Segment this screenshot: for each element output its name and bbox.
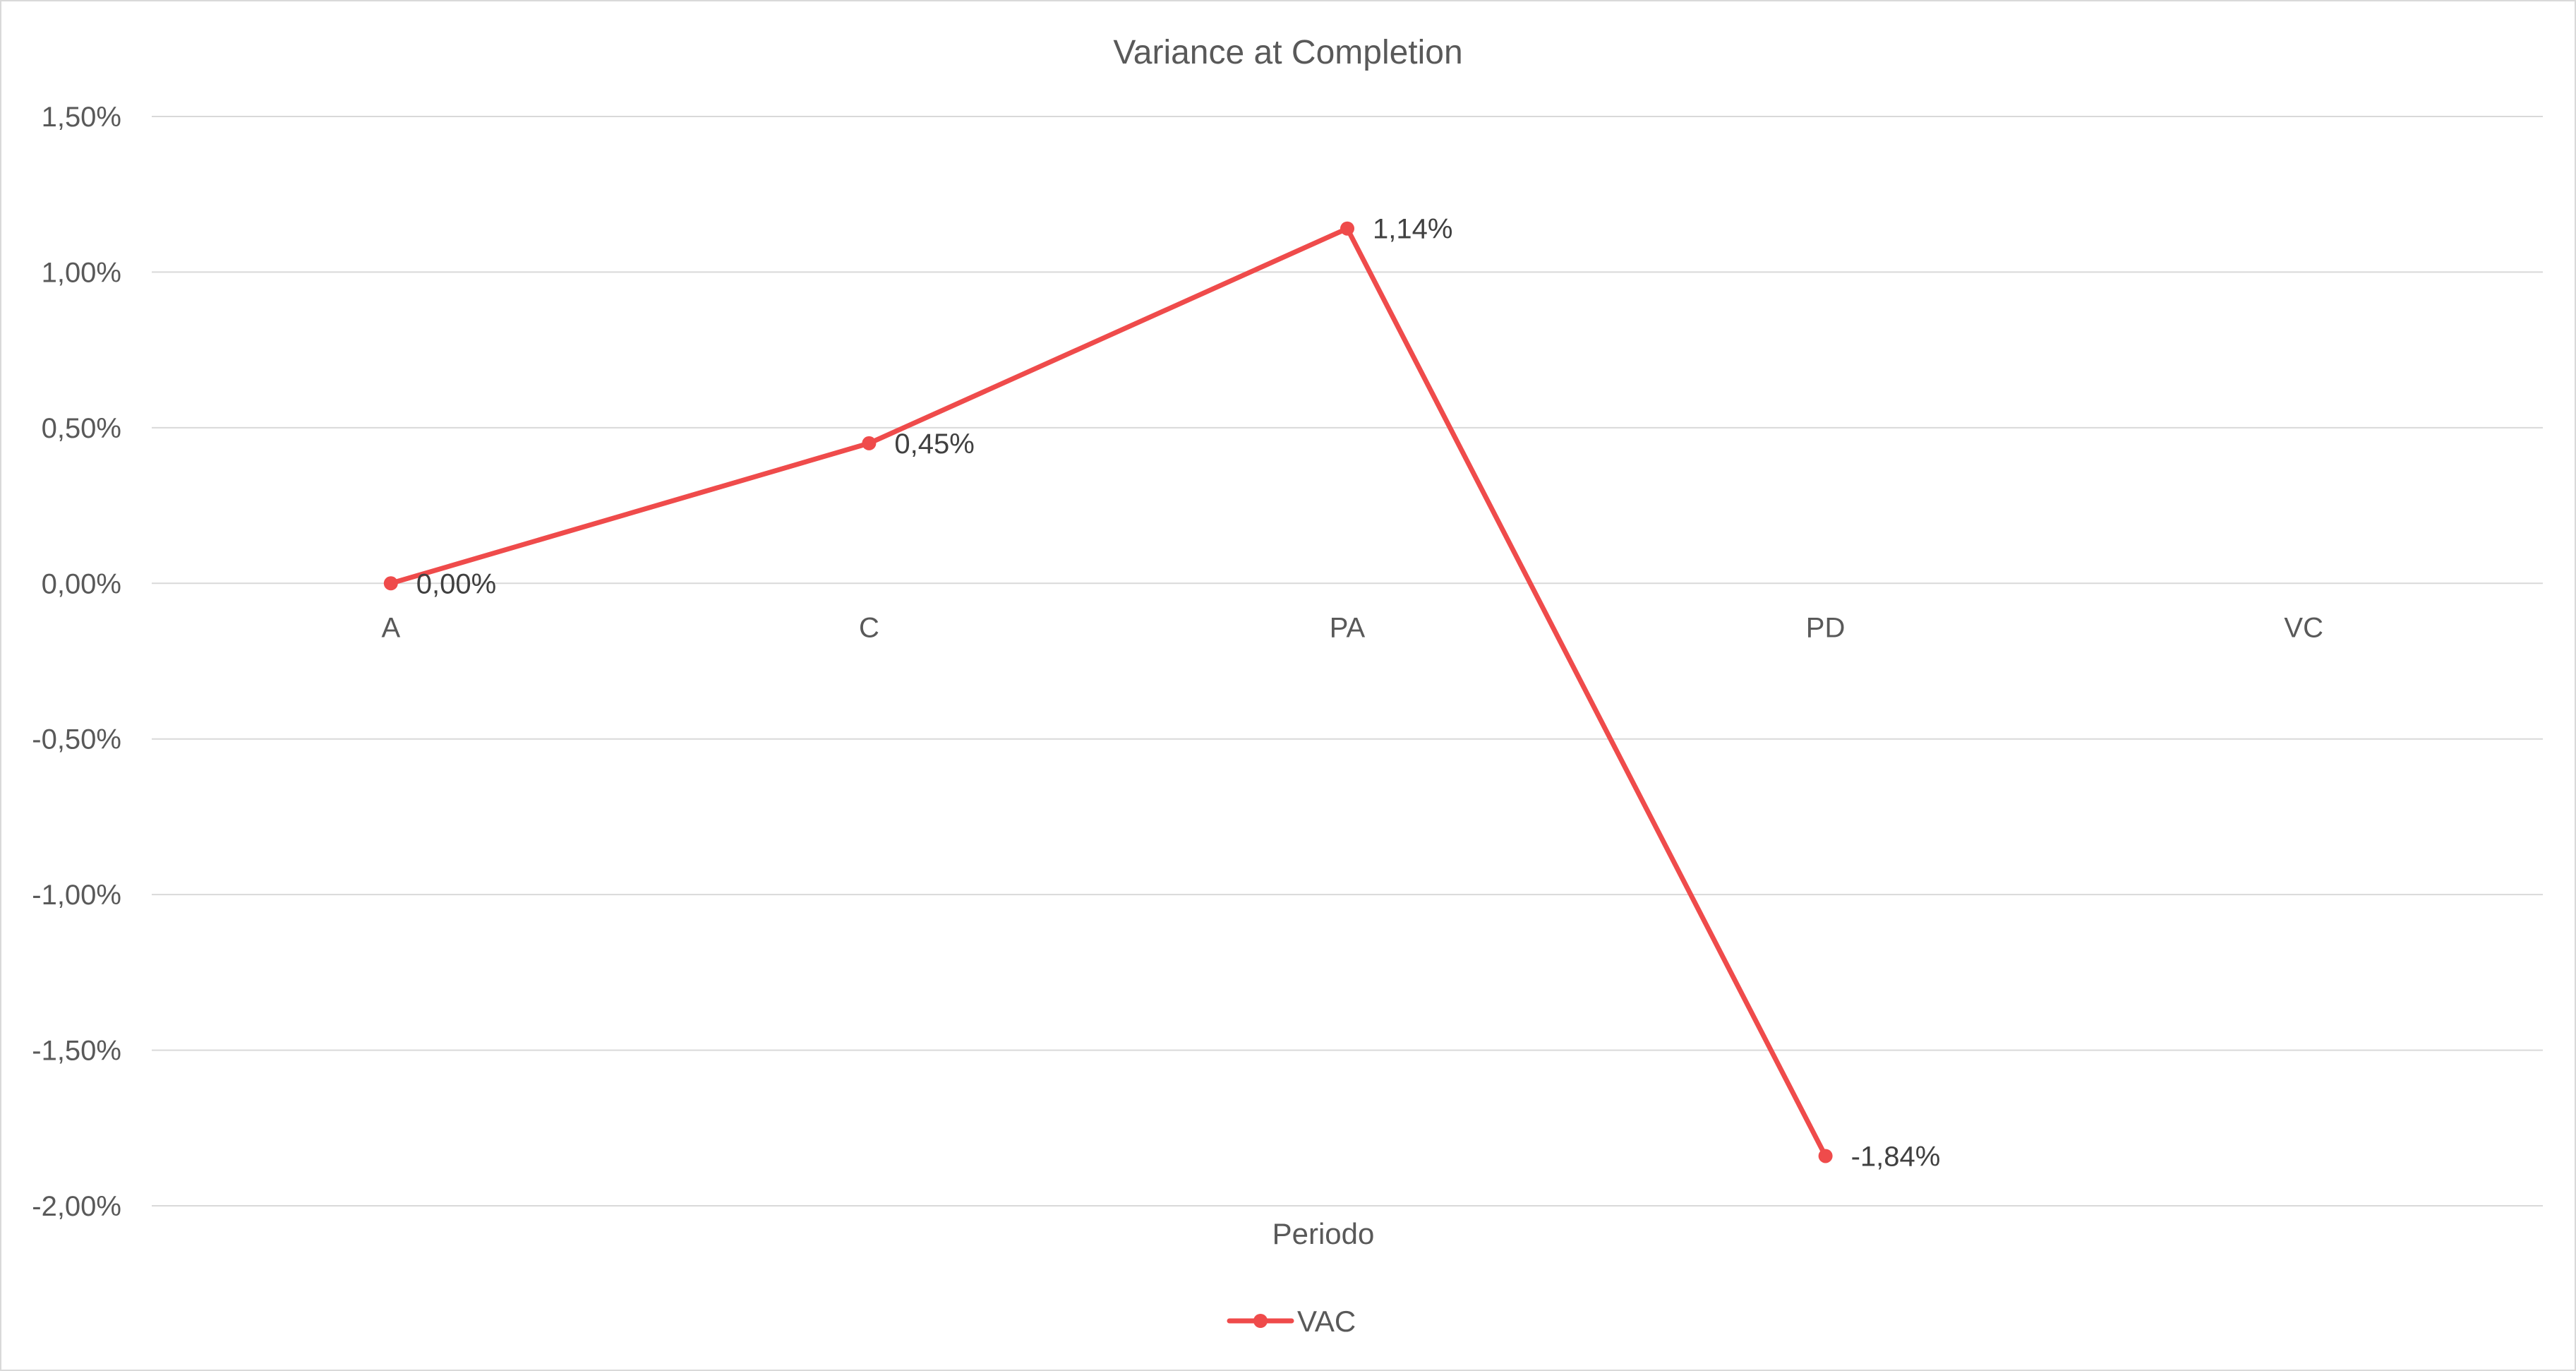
data-point <box>1818 1149 1833 1163</box>
x-axis-title: Periodo <box>1272 1217 1375 1250</box>
x-tick-label: PD <box>1806 612 1846 643</box>
legend-label-vac: VAC <box>1297 1305 1356 1338</box>
x-tick-label: VC <box>2284 612 2323 643</box>
data-point <box>1340 221 1354 236</box>
chart-title: Variance at Completion <box>1113 34 1462 71</box>
gridlines <box>152 116 2543 1207</box>
series-layer <box>383 221 1833 1163</box>
y-tick-label: 1,50% <box>42 102 121 133</box>
y-tick-label: -1,00% <box>32 880 121 911</box>
legend: VAC <box>1227 1305 1356 1338</box>
x-tick-label: A <box>381 612 400 643</box>
data-point <box>862 436 877 450</box>
data-labels: 0,00% 0,45% 1,14% -1,84% <box>416 214 1941 1173</box>
y-axis-ticks: 1,50% 1,00% 0,50% 0,00% -0,50% -1,00% -1,50% -2… <box>32 102 121 1222</box>
x-axis-ticks: A C PA PD VC <box>381 612 2323 643</box>
x-tick-label: PA <box>1330 612 1366 643</box>
y-tick-label: 0,00% <box>42 568 121 599</box>
y-tick-label: -1,50% <box>32 1036 121 1067</box>
series-line-vac <box>388 226 1829 1159</box>
data-label: 1,14% <box>1373 214 1452 245</box>
y-tick-label: 0,50% <box>42 413 121 444</box>
x-tick-label: C <box>859 612 879 643</box>
data-label: 0,00% <box>416 568 496 599</box>
data-label: 0,45% <box>894 429 974 460</box>
y-tick-label: -2,00% <box>32 1191 121 1222</box>
legend-marker-vac <box>1253 1314 1268 1328</box>
data-point <box>383 576 398 591</box>
y-tick-label: 1,00% <box>42 257 121 288</box>
y-tick-label: -0,50% <box>32 724 121 755</box>
data-label: -1,84% <box>1851 1141 1941 1172</box>
